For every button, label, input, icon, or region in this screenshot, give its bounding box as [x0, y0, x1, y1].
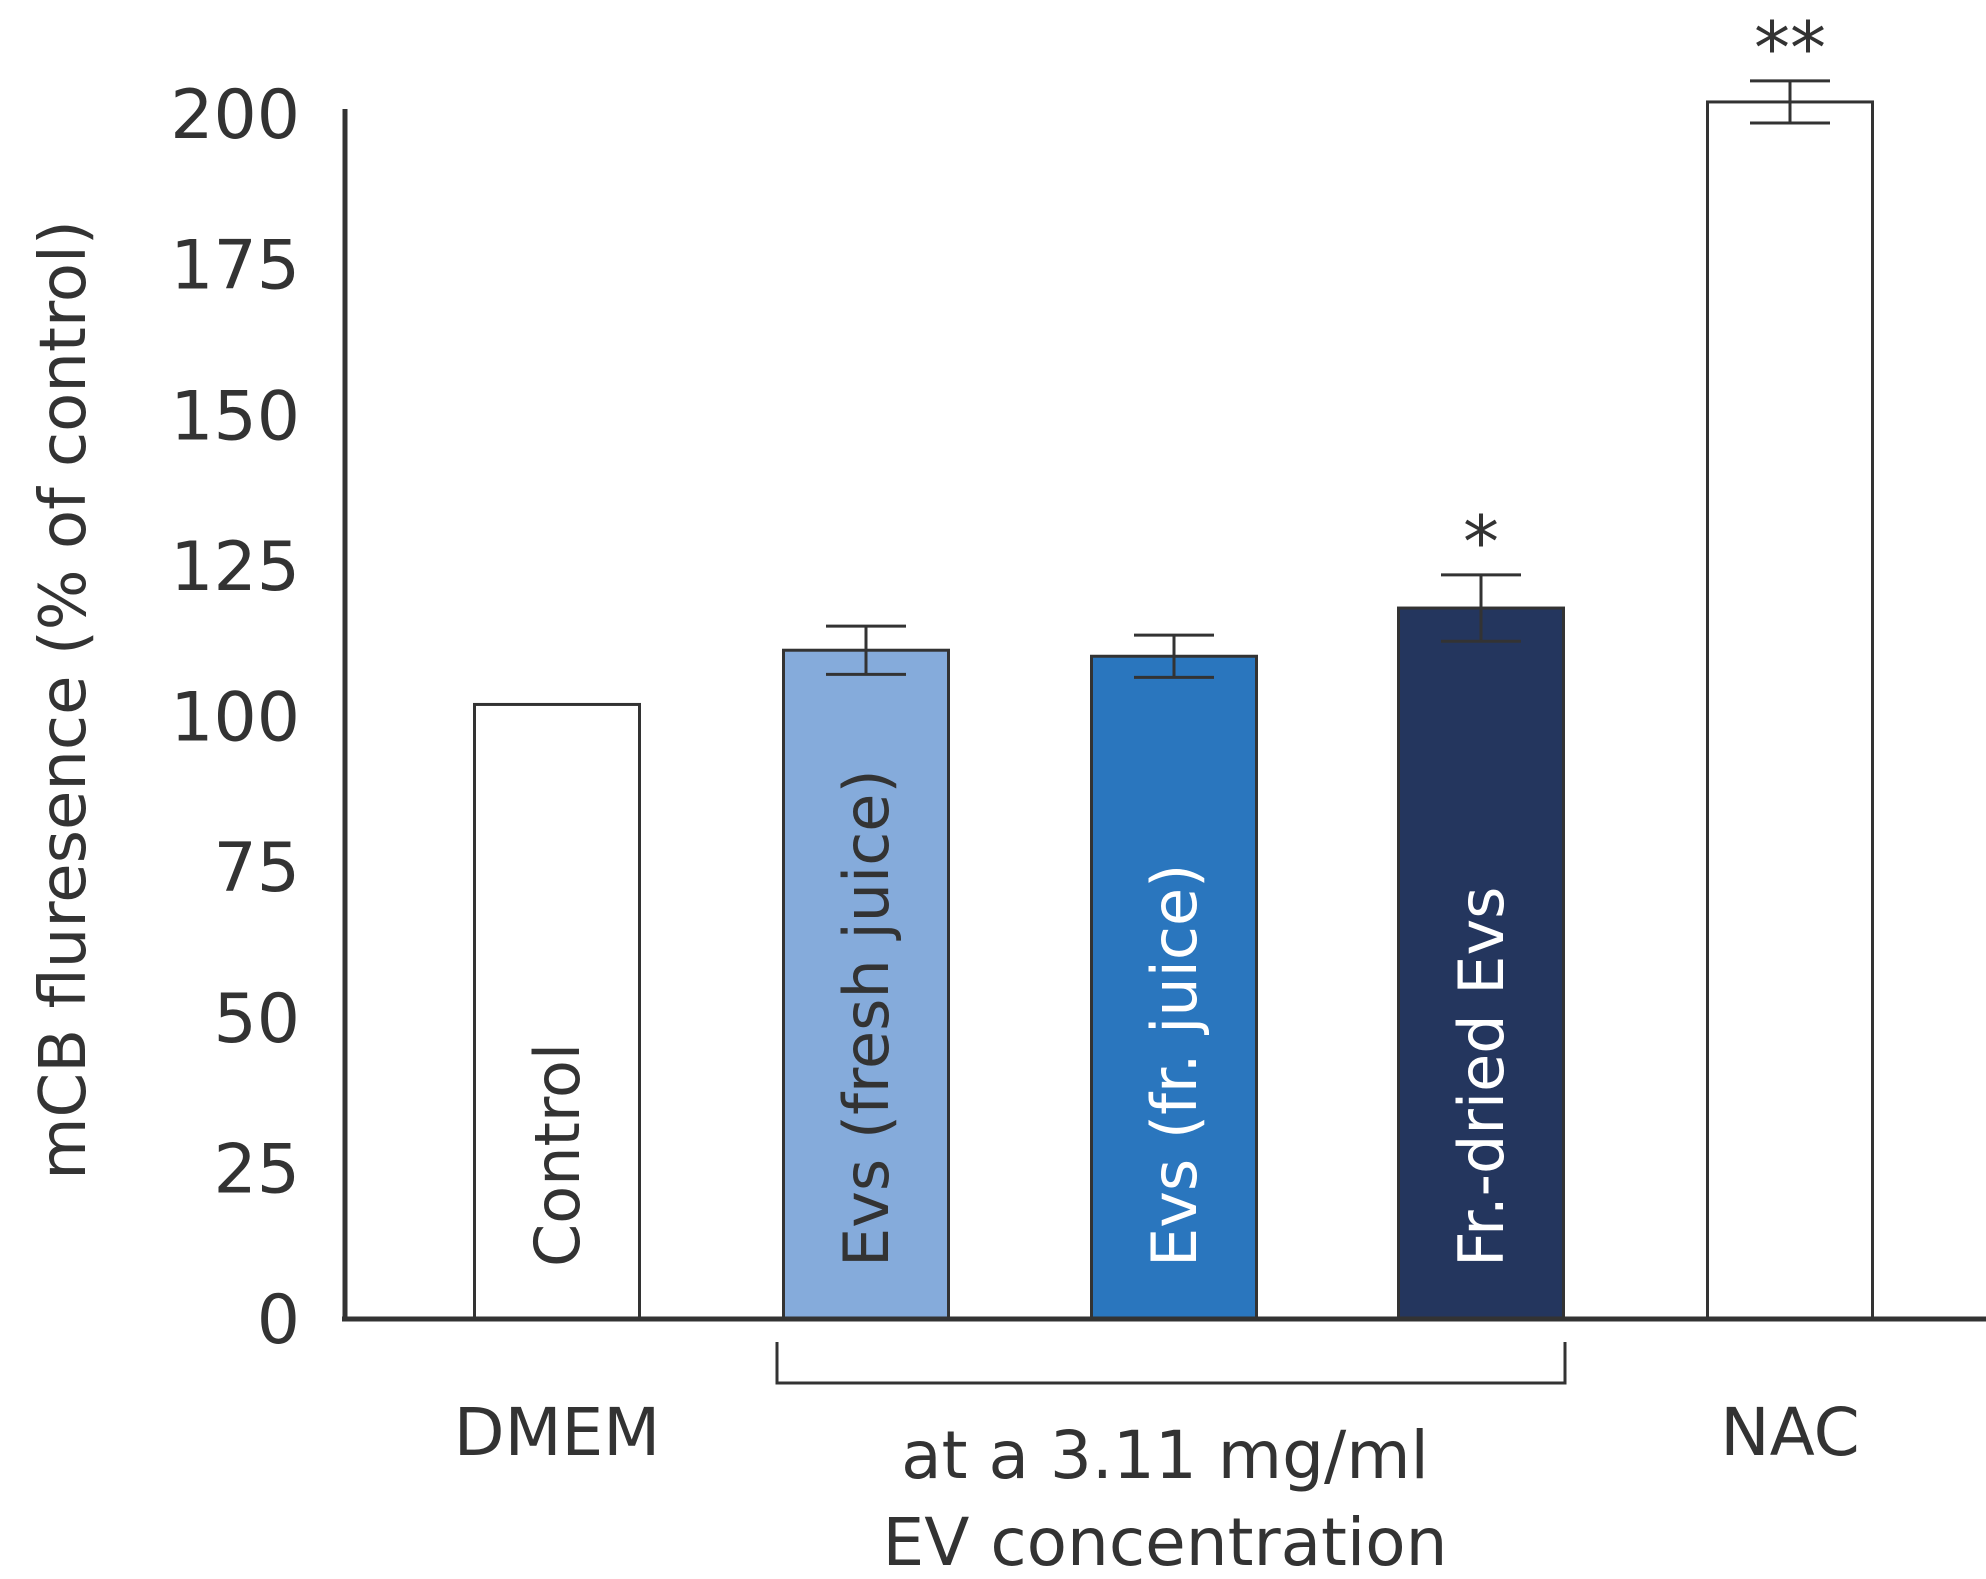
bar-nac	[1706, 100, 1874, 1321]
bar-label: Control	[521, 1043, 594, 1267]
y-tick-label: 0	[257, 1281, 300, 1360]
y-tick-label: 200	[170, 76, 300, 155]
bar-label: Evs (fr. juice)	[1138, 864, 1211, 1267]
y-tick-label: 75	[213, 829, 300, 908]
bar-label: Fr.-dried Evs	[1445, 887, 1518, 1267]
y-axis: 0 25 50 75 100 125 150 175 200	[170, 76, 348, 1360]
ev-group-bracket	[775, 1342, 1567, 1385]
significance-mark: *	[1463, 500, 1499, 584]
y-tick-label: 100	[170, 679, 300, 758]
group-label-ev-concentration-line2: EV concentration	[883, 1504, 1448, 1579]
group-label-dmem: DMEM	[454, 1394, 660, 1471]
y-tick-label: 175	[170, 227, 300, 306]
bar-fr-dried-evs	[1397, 606, 1565, 1321]
y-axis-title: mCB fluresence (% of control)	[27, 220, 101, 1180]
significance-marks: ***	[1463, 6, 1826, 584]
error-bars	[826, 79, 1830, 679]
group-label-nac: NAC	[1720, 1394, 1859, 1471]
bars: Control Evs (fresh juice) Evs (fr. juice) F…	[473, 100, 1874, 1321]
y-tick-label: 150	[170, 377, 300, 456]
bar-evs-fresh-juice	[782, 648, 950, 1321]
significance-mark: **	[1754, 6, 1826, 90]
y-tick-label: 25	[213, 1130, 300, 1209]
y-tick-label: 50	[213, 980, 300, 1059]
group-label-ev-concentration-line1: at a 3.11 mg/ml	[901, 1417, 1429, 1494]
bar-label: Evs (fresh juice)	[830, 769, 903, 1267]
y-tick-label: 125	[170, 528, 300, 607]
